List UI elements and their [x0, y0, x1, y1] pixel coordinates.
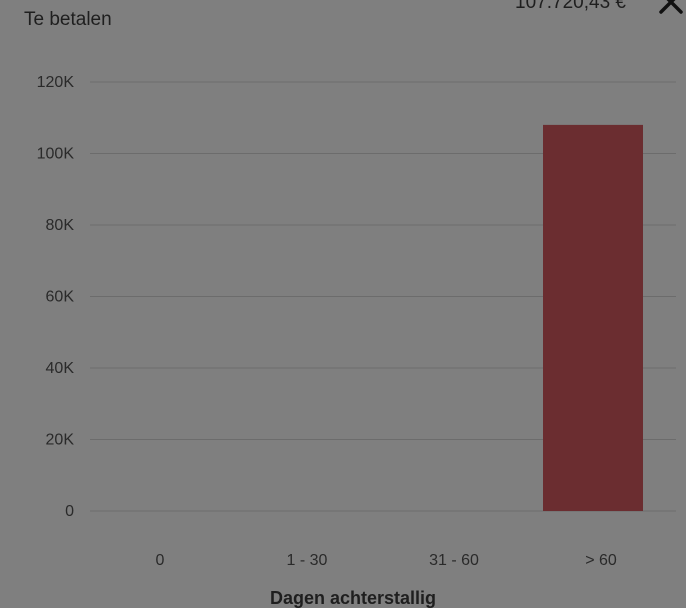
bar[interactable]	[543, 124, 643, 512]
x-tick-label: 31 - 60	[429, 552, 479, 569]
x-tick-label: 0	[156, 552, 165, 569]
close-icon	[659, 0, 683, 14]
y-tick-label: 0	[65, 503, 74, 520]
page-title: Te betalen	[24, 9, 112, 30]
y-tick-label: 40K	[46, 360, 75, 377]
y-tick-label: 100K	[37, 146, 75, 163]
close-button[interactable]	[656, 0, 686, 20]
x-tick-label: 1 - 30	[287, 552, 328, 569]
total-amount: 107.720,43 €	[515, 0, 626, 13]
y-tick-label: 80K	[46, 217, 75, 234]
y-tick-label: 120K	[37, 74, 75, 91]
y-tick-label: 20K	[46, 432, 75, 449]
x-tick-label: > 60	[585, 552, 617, 569]
y-tick-label: 60K	[46, 289, 75, 306]
x-axis-title: Dagen achterstallig	[270, 588, 436, 608]
